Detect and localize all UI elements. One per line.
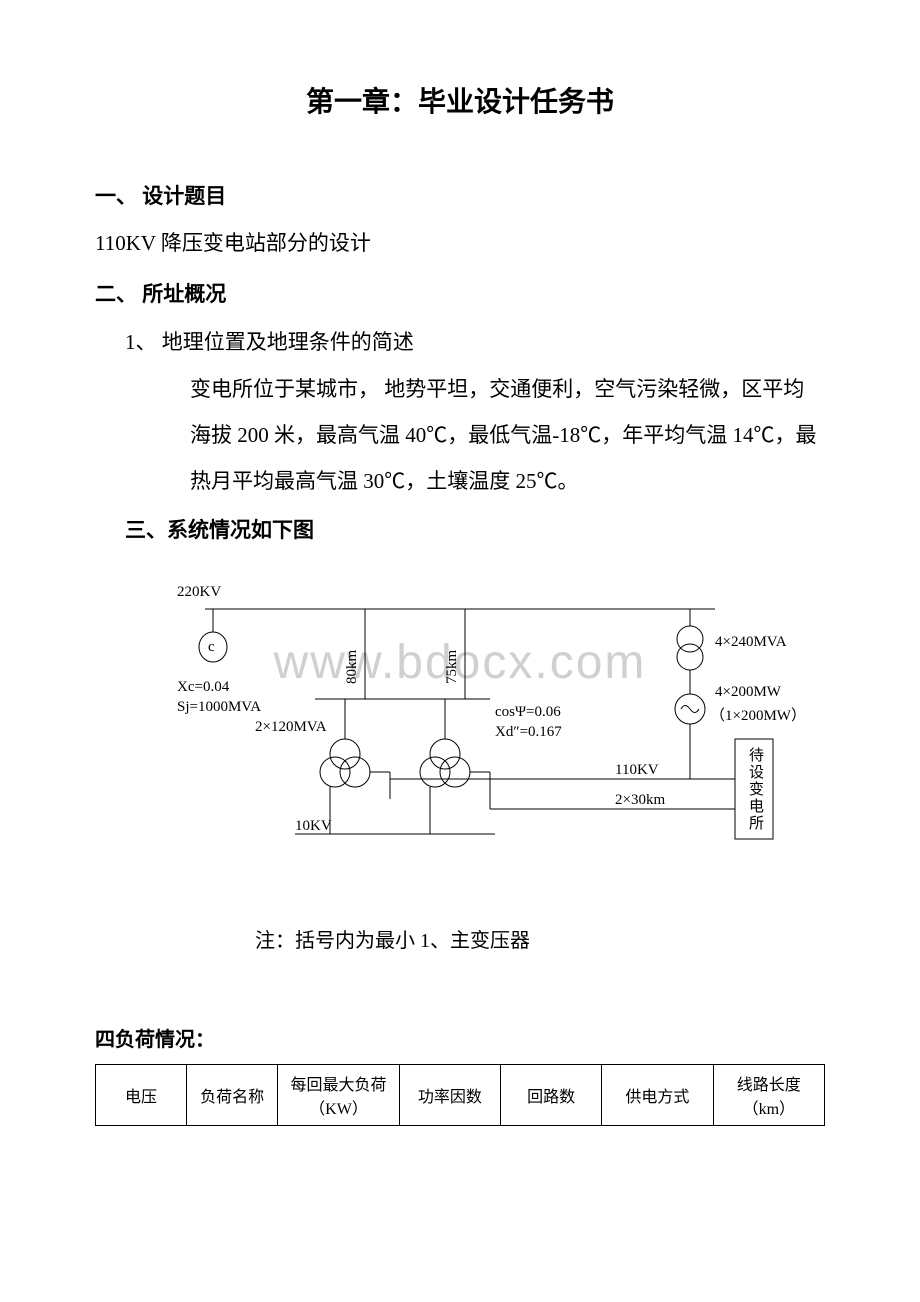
label-10kv: 10KV <box>295 818 332 835</box>
col-circuits: 回路数 <box>501 1065 602 1126</box>
label-1x200: （1×200MW） <box>710 704 806 725</box>
col-pf: 功率因数 <box>399 1065 500 1126</box>
label-sj: Sj=1000MVA <box>177 699 261 716</box>
label-110kv: 110KV <box>615 762 659 779</box>
load-table: 电压 负荷名称 每回最大负荷（KW） 功率因数 回路数 供电方式 线路长度（km… <box>95 1064 825 1126</box>
section-2-item-1-body: 变电所位于某城市， 地势平坦，交通便利，空气污染轻微，区平均海拔 200 米，最… <box>190 366 825 505</box>
section-2-item-1-label: 1、 地理位置及地理条件的简述 <box>125 326 825 356</box>
label-220kv: 220KV <box>177 584 221 601</box>
diagram-note: 注：括号内为最小 1、主变压器 <box>255 924 825 953</box>
col-voltage: 电压 <box>96 1065 187 1126</box>
label-xc: Xc=0.04 <box>177 679 229 696</box>
section-3-heading: 三、系统情况如下图 <box>125 514 825 544</box>
load-table-header-row: 电压 负荷名称 每回最大负荷（KW） 功率因数 回路数 供电方式 线路长度（km… <box>96 1065 825 1126</box>
col-load-name: 负荷名称 <box>187 1065 278 1126</box>
section-4-heading: 四负荷情况： <box>95 1023 825 1052</box>
col-supply: 供电方式 <box>602 1065 713 1126</box>
label-2x120: 2×120MVA <box>255 719 327 736</box>
section-1-heading: 一、 设计题目 <box>95 180 825 210</box>
label-target: 待设变电所 <box>745 747 766 832</box>
system-diagram: 220KV c Xc=0.04 Sj=1000MVA 80km 75km 2×1… <box>135 564 815 894</box>
section-2-heading: 二、 所址概况 <box>95 278 825 308</box>
section-1-body: 110KV 降压变电站部分的设计 <box>95 228 825 260</box>
label-80km: 80km <box>344 650 361 684</box>
col-max-load: 每回最大负荷（KW） <box>278 1065 400 1126</box>
label-75km: 75km <box>444 650 461 684</box>
label-4x240: 4×240MVA <box>715 634 787 651</box>
label-2x30: 2×30km <box>615 792 665 809</box>
label-source-c: c <box>208 639 215 656</box>
col-length: 线路长度（km） <box>713 1065 824 1126</box>
label-4x200: 4×200MW <box>715 684 781 701</box>
chapter-title: 第一章：毕业设计任务书 <box>95 80 825 120</box>
label-cospsi: cosΨ=0.06 <box>495 704 561 721</box>
label-xd: Xd″=0.167 <box>495 724 562 741</box>
